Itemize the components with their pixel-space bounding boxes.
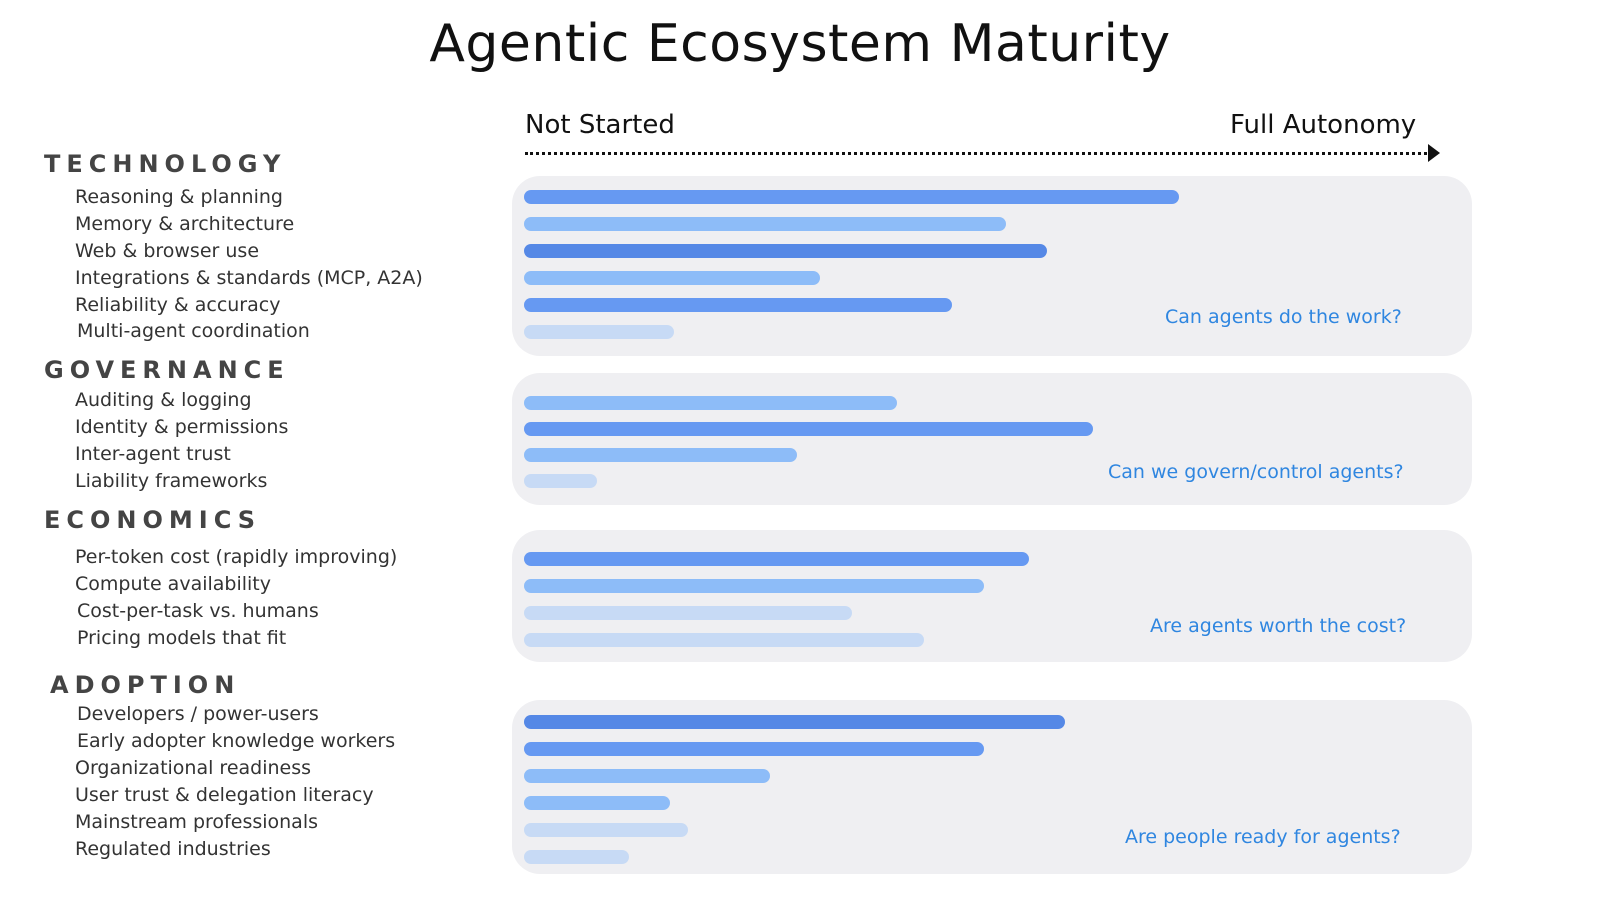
item-label: Organizational readiness <box>75 757 312 779</box>
bar-economics-3 <box>524 633 924 647</box>
bar-technology-2 <box>524 244 1047 258</box>
item-label: Multi-agent coordination <box>77 320 310 342</box>
question-economics: Are agents worth the cost? <box>1150 615 1407 637</box>
item-label: Identity & permissions <box>75 416 289 438</box>
item-label: Compute availability <box>75 573 272 595</box>
item-label: Early adopter knowledge workers <box>77 730 396 752</box>
item-label: Reasoning & planning <box>75 186 283 208</box>
axis-start-label: Not Started <box>525 110 675 140</box>
panel-adoption <box>512 700 1472 874</box>
item-label: Per-token cost (rapidly improving) <box>75 546 398 568</box>
item-label: User trust & delegation literacy <box>75 784 374 806</box>
bar-technology-0 <box>524 190 1179 204</box>
bar-adoption-3 <box>524 796 670 810</box>
category-title-economics: ECONOMICS <box>44 506 262 534</box>
arrow-right-icon <box>1428 144 1440 162</box>
question-governance: Can we govern/control agents? <box>1108 461 1404 483</box>
category-title-technology: TECHNOLOGY <box>44 150 287 178</box>
item-label: Cost-per-task vs. humans <box>77 600 319 622</box>
bar-technology-4 <box>524 298 952 312</box>
item-label: Regulated industries <box>75 838 271 860</box>
item-label: Developers / power-users <box>77 703 319 725</box>
item-label: Mainstream professionals <box>75 811 319 833</box>
item-label: Inter-agent trust <box>75 443 231 465</box>
bar-adoption-5 <box>524 850 629 864</box>
bar-economics-0 <box>524 552 1029 566</box>
item-label: Memory & architecture <box>75 213 295 235</box>
item-label: Web & browser use <box>75 240 260 262</box>
bar-adoption-4 <box>524 823 688 837</box>
axis-end-label: Full Autonomy <box>1230 110 1417 140</box>
item-label: Integrations & standards (MCP, A2A) <box>75 267 423 289</box>
item-label: Liability frameworks <box>75 470 268 492</box>
bar-governance-0 <box>524 396 897 410</box>
item-label: Pricing models that fit <box>77 627 287 649</box>
bar-adoption-0 <box>524 715 1065 729</box>
bar-technology-1 <box>524 217 1006 231</box>
bar-technology-5 <box>524 325 674 339</box>
panel-technology <box>512 176 1472 356</box>
item-label: Auditing & logging <box>75 389 252 411</box>
question-technology: Can agents do the work? <box>1165 306 1402 328</box>
bar-economics-2 <box>524 606 852 620</box>
bar-governance-1 <box>524 422 1093 436</box>
bar-adoption-2 <box>524 769 770 783</box>
bar-governance-2 <box>524 448 797 462</box>
question-adoption: Are people ready for agents? <box>1125 826 1401 848</box>
bar-adoption-1 <box>524 742 984 756</box>
chart-title: Agentic Ecosystem Maturity <box>429 14 1171 74</box>
bar-technology-3 <box>524 271 820 285</box>
bar-economics-1 <box>524 579 984 593</box>
panel-governance <box>512 373 1472 505</box>
maturity-axis-line <box>525 152 1433 155</box>
category-title-adoption: ADOPTION <box>50 671 241 699</box>
bar-governance-3 <box>524 474 597 488</box>
item-label: Reliability & accuracy <box>75 294 281 316</box>
category-title-governance: GOVERNANCE <box>44 356 290 384</box>
